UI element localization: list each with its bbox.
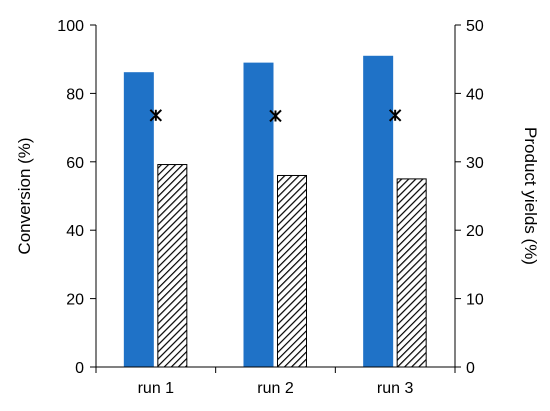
y-right-tick-label: 10 (466, 292, 484, 309)
y-left-tick-label: 20 (66, 292, 84, 309)
yield-bar-hatched (157, 164, 188, 368)
x-tick-label: run 1 (138, 380, 175, 397)
y-right-tick-label: 40 (466, 86, 484, 103)
y-left-tick-label: 100 (57, 18, 84, 35)
conversion-bar (123, 72, 154, 368)
x-tick-label: run 2 (257, 380, 294, 397)
asterisk-marker (269, 109, 282, 123)
y-axis-right-title: Product yields (%) (521, 127, 540, 265)
y-right-tick-label: 30 (466, 155, 484, 172)
y-right-tick-label: 0 (466, 360, 475, 377)
y-left-tick-label: 40 (66, 223, 84, 240)
y-right-tick-label: 50 (466, 18, 484, 35)
y-left-tick-label: 80 (66, 86, 84, 103)
yield-bar-hatched (277, 174, 307, 368)
asterisk-marker (149, 109, 163, 122)
y-left-tick-label: 0 (75, 360, 84, 377)
y-left-tick-label: 60 (66, 155, 84, 172)
x-tick-label: run 3 (377, 380, 414, 397)
plot-area: run 1 run 2 run 3 0 20 40 60 80 100 0 10 20 30 40 50 (57, 18, 484, 397)
y-axis-left-title: Conversion (%) (15, 137, 34, 254)
yield-bar-hatched (396, 178, 427, 368)
conversion-bar (243, 62, 274, 368)
y-right-tick-label: 20 (466, 223, 484, 240)
asterisk-marker (388, 109, 402, 122)
conversion-bar (363, 55, 394, 367)
